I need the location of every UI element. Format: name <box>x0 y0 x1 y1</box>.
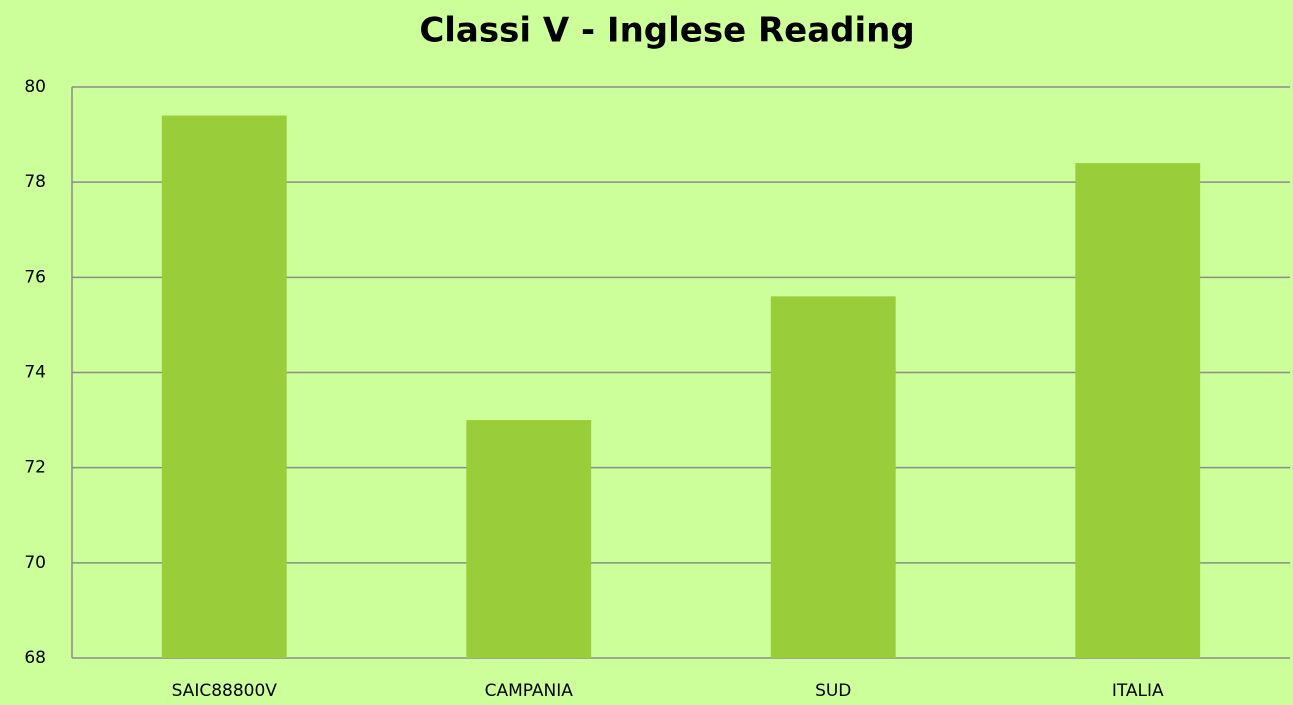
x-tick-label: SAIC88800V <box>172 681 278 701</box>
y-tick-label: 72 <box>24 458 46 478</box>
bar <box>1075 163 1201 658</box>
x-tick-label: SUD <box>815 681 851 701</box>
y-tick-label: 68 <box>24 648 46 668</box>
x-tick-label: ITALIA <box>1112 681 1164 701</box>
y-tick-label: 78 <box>24 172 46 192</box>
x-tick-label: CAMPANIA <box>485 681 574 701</box>
y-tick-label: 80 <box>24 77 46 97</box>
y-tick-label: 70 <box>24 553 46 573</box>
bar <box>770 296 896 658</box>
bar <box>466 420 592 658</box>
chart-title: Classi V - Inglese Reading <box>419 11 914 51</box>
y-tick-label: 76 <box>24 267 46 287</box>
y-tick-label: 74 <box>24 363 46 383</box>
bar <box>161 115 287 659</box>
